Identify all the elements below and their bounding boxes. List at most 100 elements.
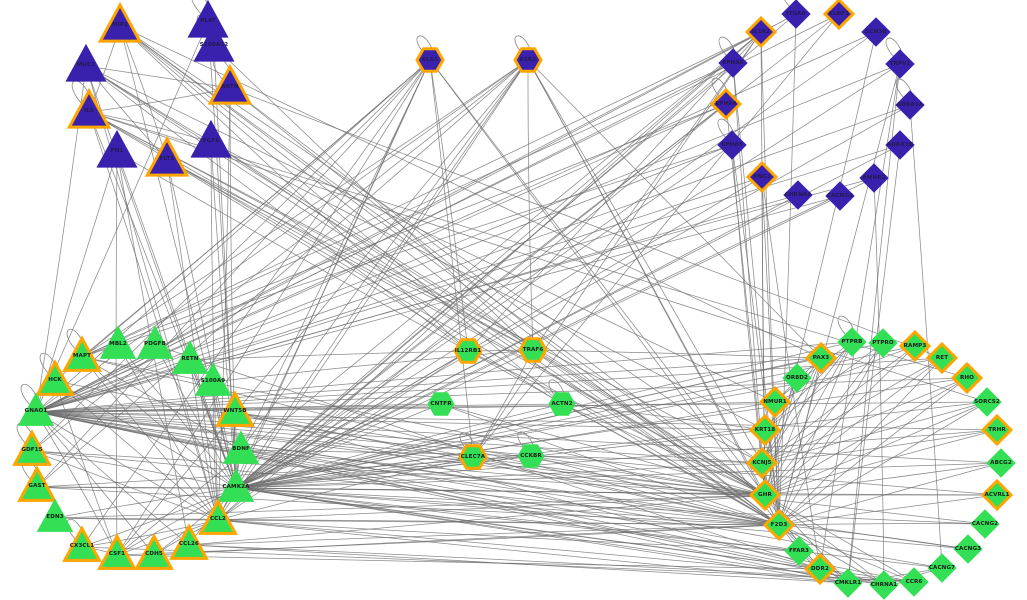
graph-node-abcg2[interactable]	[986, 448, 1016, 478]
graph-node-ghr[interactable]	[748, 478, 782, 512]
graph-node-rho[interactable]	[950, 361, 984, 395]
graph-node-trhr[interactable]	[980, 413, 1014, 447]
graph-node-csf1[interactable]	[97, 533, 137, 570]
edge	[81, 356, 766, 496]
graph-node-s100a12[interactable]	[193, 23, 235, 62]
graph-node-mip2[interactable]	[97, 1, 143, 43]
graph-node-kcnj5[interactable]	[745, 446, 779, 480]
graph-node-cacng3[interactable]	[953, 534, 983, 564]
graph-node-epha4[interactable]	[709, 87, 743, 121]
edge	[210, 141, 780, 526]
edge	[761, 401, 988, 464]
graph-node-itga8[interactable]	[781, 0, 811, 29]
edge	[35, 411, 118, 556]
graph-node-clec7a[interactable]	[458, 444, 488, 470]
graph-node-chrna1[interactable]	[869, 570, 899, 600]
graph-node-ccr6[interactable]	[899, 567, 929, 597]
graph-node-sorcs2[interactable]	[972, 387, 1002, 417]
graph-node-kng1[interactable]	[745, 160, 779, 194]
graph-node-cacng2[interactable]	[970, 509, 1000, 539]
graph-node-ffar3[interactable]	[784, 536, 814, 566]
graph-node-pax3[interactable]	[804, 341, 838, 375]
edge	[31, 450, 237, 489]
graph-node-cmklr1[interactable]	[833, 568, 863, 598]
graph-node-trpv1[interactable]	[885, 49, 915, 79]
edge	[81, 356, 780, 526]
graph-node-f2d3[interactable]	[762, 508, 796, 542]
edge	[31, 450, 219, 521]
graph-node-flt1[interactable]	[144, 135, 190, 177]
graph-node-krt18[interactable]	[748, 413, 782, 447]
graph-node-gast[interactable]	[17, 465, 57, 502]
graph-node-ramp3[interactable]	[898, 329, 932, 363]
graph-node-fn1[interactable]	[96, 129, 138, 168]
edge	[85, 65, 231, 89]
graph-node-hck[interactable]	[35, 359, 75, 396]
graph-node-retn[interactable]	[171, 340, 209, 374]
graph-node-edn3[interactable]	[36, 498, 74, 532]
graph-node-ccl26[interactable]	[169, 523, 209, 560]
graph-node-adra1b[interactable]	[885, 130, 915, 160]
edge	[778, 341, 853, 526]
graph-node-esr2[interactable]	[513, 47, 543, 73]
graph-node-scn3b[interactable]	[861, 17, 891, 47]
edge	[35, 411, 969, 550]
graph-node-cntfr[interactable]	[427, 392, 455, 416]
graph-node-cacng7[interactable]	[927, 553, 957, 583]
graph-node-fgf6[interactable]	[190, 119, 232, 158]
graph-node-bdnf[interactable]	[222, 430, 260, 464]
edge	[761, 176, 780, 526]
graph-node-ccl2[interactable]	[198, 498, 238, 535]
graph-node-amhr2[interactable]	[859, 163, 889, 193]
graph-node-cacng5[interactable]	[825, 181, 855, 211]
graph-node-cdh5[interactable]	[134, 533, 174, 570]
edge	[761, 429, 998, 464]
graph-node-acvrl1[interactable]	[980, 478, 1014, 512]
edge	[764, 31, 877, 496]
graph-node-actn2[interactable]	[548, 392, 576, 416]
graph-node-plat[interactable]	[187, 0, 229, 38]
graph-node-chrna5[interactable]	[783, 180, 813, 210]
graph-node-pdgfb[interactable]	[136, 325, 174, 359]
edge	[81, 356, 237, 489]
graph-node-epha5[interactable]	[718, 48, 748, 78]
edge	[116, 59, 431, 556]
graph-node-gdf15[interactable]	[12, 429, 52, 466]
edge	[35, 21, 209, 413]
graph-node-mbl2[interactable]	[99, 325, 137, 359]
graph-node-epha3[interactable]	[717, 130, 747, 160]
graph-node-artn[interactable]	[207, 63, 253, 105]
graph-node-nmur1[interactable]	[758, 385, 792, 419]
graph-node-ptprb[interactable]	[837, 327, 867, 357]
graph-node-il5[interactable]	[66, 87, 112, 129]
graph-node-mapt[interactable]	[62, 335, 102, 372]
graph-node-ptpro[interactable]	[868, 328, 898, 358]
graph-node-il1r2[interactable]	[744, 15, 778, 49]
edge	[472, 456, 766, 496]
edge	[847, 63, 901, 584]
edge	[761, 345, 916, 464]
graph-node-klrf1[interactable]	[822, 0, 856, 31]
graph-node-or8d2[interactable]	[782, 363, 812, 393]
graph-node-ret[interactable]	[925, 341, 959, 375]
edge	[764, 377, 968, 496]
graph-node-els1[interactable]	[415, 47, 445, 73]
graph-node-traf6[interactable]	[518, 337, 548, 363]
graph-node-ddr2[interactable]	[803, 552, 837, 586]
edge	[217, 519, 800, 552]
graph-node-il12rb1[interactable]	[453, 338, 483, 364]
graph-node-wnt5b[interactable]	[215, 390, 255, 427]
edge	[81, 144, 733, 358]
graph-node-s100a9[interactable]	[194, 362, 232, 396]
graph-node-cx3cl1[interactable]	[62, 525, 102, 562]
graph-node-gnao1[interactable]	[17, 392, 55, 426]
edge	[234, 411, 821, 570]
edge	[764, 462, 1002, 496]
graph-node-muc1[interactable]	[65, 43, 107, 82]
graph-node-adra1a[interactable]	[895, 90, 925, 120]
edge	[235, 487, 943, 569]
edge	[35, 357, 943, 413]
graph-node-camk2a[interactable]	[217, 468, 255, 502]
graph-node-cckbr[interactable]	[517, 444, 545, 468]
